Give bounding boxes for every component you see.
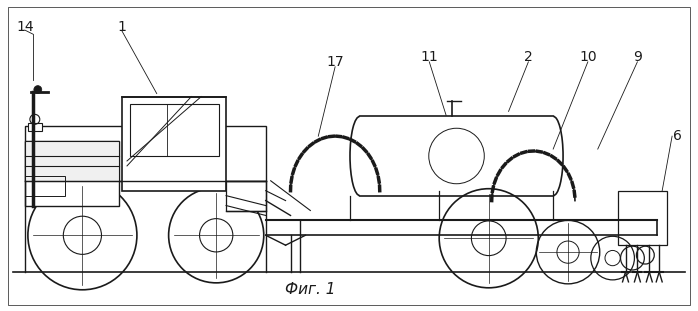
Bar [226, 181, 266, 211]
Text: 10: 10 [579, 50, 597, 64]
Bar [122, 96, 226, 191]
Bar [130, 104, 219, 156]
Text: 2: 2 [524, 50, 533, 64]
Text: 14: 14 [16, 20, 34, 34]
Text: 9: 9 [633, 50, 642, 64]
Text: 6: 6 [673, 129, 681, 143]
Bar [28, 123, 42, 131]
Text: 1: 1 [117, 20, 126, 34]
Bar [25, 126, 266, 181]
Bar [25, 141, 119, 206]
Bar [618, 191, 667, 245]
Text: 17: 17 [326, 55, 344, 69]
Text: 11: 11 [420, 50, 438, 64]
Text: Фиг. 1: Фиг. 1 [285, 282, 336, 297]
Bar [25, 141, 119, 181]
Circle shape [34, 86, 42, 94]
Bar [25, 176, 64, 196]
